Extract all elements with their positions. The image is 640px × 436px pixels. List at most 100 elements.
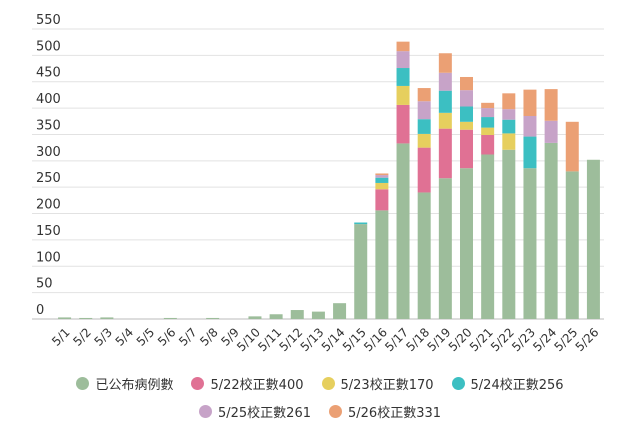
bar-segment — [438, 90, 452, 113]
bar-segment — [523, 168, 537, 319]
x-tick-label: 5/1 — [49, 325, 73, 349]
bar-segment — [417, 101, 431, 120]
bar-segment — [375, 177, 389, 183]
bar-segment — [438, 178, 452, 319]
y-tick-label: 450 — [36, 66, 61, 81]
legend-swatch — [76, 377, 90, 390]
x-tick-label: 5/4 — [113, 325, 137, 349]
bar-segment — [481, 154, 495, 319]
legend-item: 5/23校正數170 — [321, 374, 434, 393]
bar-segment — [375, 210, 389, 319]
bar-segment — [396, 41, 410, 52]
y-tick-label: 350 — [36, 118, 61, 133]
bar-segment — [481, 108, 495, 118]
bar-segment — [502, 119, 516, 134]
bar-segment — [523, 116, 537, 137]
bar-segment — [79, 317, 93, 319]
legend: 已公布病例數 5/22校正數400 5/23校正數170 5/24校正數256 — [0, 374, 640, 393]
bar-segment — [417, 88, 431, 102]
bar-segment — [460, 121, 473, 130]
x-tick-label: 5/2 — [70, 325, 94, 349]
x-tick-label: 5/7 — [176, 325, 200, 349]
bar-segment — [438, 112, 452, 129]
y-tick-label: 500 — [36, 39, 61, 54]
bar-segment — [206, 317, 220, 319]
bar-segment — [396, 85, 410, 105]
legend-swatch — [451, 377, 465, 390]
bar-segment — [375, 182, 389, 190]
bar-segment — [333, 303, 347, 319]
y-tick-label: 300 — [36, 145, 61, 160]
x-tick-label: 5/3 — [91, 325, 115, 349]
bar-segment — [438, 128, 452, 179]
legend-label: 5/24校正數256 — [470, 378, 564, 393]
bar-segment — [354, 222, 368, 225]
bar-segment — [565, 121, 579, 172]
bar-segment — [544, 89, 558, 121]
bar-segment — [396, 51, 410, 69]
legend-swatch — [321, 377, 335, 390]
y-tick-label: 150 — [36, 224, 61, 239]
legend-item: 5/24校正數256 — [451, 374, 564, 393]
bar-segment — [375, 189, 389, 211]
x-tick-label: 5/6 — [155, 325, 179, 349]
y-tick-label: 0 — [36, 303, 44, 318]
bar-segment — [58, 317, 72, 319]
bar-segment — [502, 133, 516, 150]
legend-swatch — [329, 405, 342, 418]
bar-segment — [290, 310, 304, 319]
bar-segment — [544, 142, 558, 319]
bar-segment — [396, 143, 410, 319]
bar-segment — [523, 136, 537, 169]
bar-segment — [460, 129, 473, 169]
bar-segment — [417, 192, 431, 319]
bar-segment — [311, 311, 325, 319]
legend-item: 已公布病例數 — [76, 374, 173, 393]
bar-segment — [269, 314, 283, 319]
bar-segment — [523, 89, 537, 116]
bar-segment — [460, 90, 473, 107]
bar-segment — [417, 147, 431, 193]
legend-item: 5/26校正數331 — [329, 402, 441, 421]
y-tick-label: 50 — [36, 277, 53, 292]
bar-segment — [375, 175, 389, 178]
bar-segment — [502, 109, 516, 120]
bar-segment — [354, 224, 368, 319]
bar-segment — [396, 68, 410, 86]
bar-segment — [417, 119, 431, 134]
bar-segment — [502, 149, 516, 319]
y-tick-label: 400 — [36, 92, 61, 107]
y-tick-label: 100 — [36, 250, 61, 265]
legend-label: 5/22校正數400 — [210, 378, 304, 393]
bar-segment — [481, 117, 495, 128]
y-tick-label: 200 — [36, 198, 61, 213]
bar-segment — [460, 168, 473, 319]
y-tick-label: 250 — [36, 171, 61, 186]
x-tick-label: 5/5 — [134, 325, 158, 349]
bar-segment — [438, 53, 452, 73]
legend-swatch — [198, 405, 212, 418]
y-tick-label: 550 — [36, 13, 61, 28]
bar-segment — [460, 76, 473, 91]
legend-item: 5/25校正數261 — [198, 402, 311, 421]
bar-segment — [100, 317, 114, 319]
bar-segment — [438, 72, 452, 91]
bar-segment — [481, 102, 495, 109]
legend-label: 5/25校正數261 — [217, 406, 311, 421]
bar-segment — [565, 171, 579, 319]
bar-segment — [417, 133, 431, 148]
bar-segment — [163, 317, 177, 319]
bar-segment — [375, 173, 389, 176]
bar-segment — [481, 127, 495, 135]
x-tick-label: 5/8 — [197, 325, 221, 349]
bar-segment — [502, 93, 516, 110]
x-tick-label: 5/26 — [573, 325, 602, 354]
legend-item: 5/22校正數400 — [191, 374, 304, 393]
legend-label: 5/26校正數331 — [348, 406, 442, 421]
legend: 5/25校正數261 5/26校正數331 — [0, 402, 640, 421]
bar-segment — [396, 104, 410, 144]
bar-segment — [248, 316, 262, 319]
legend-label: 已公布病例數 — [95, 378, 174, 393]
